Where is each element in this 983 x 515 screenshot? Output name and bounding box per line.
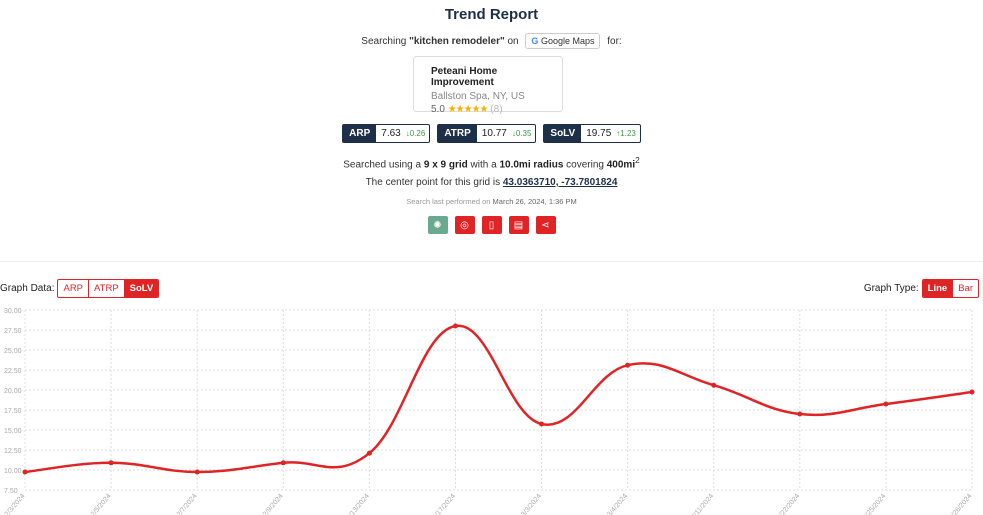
keyword: "kitchen remodeler" (409, 36, 505, 47)
search-summary: Searching "kitchen remodeler" on G Googl… (0, 33, 983, 49)
graph-data-selector: Graph Data: ARP ATRP SoLV (0, 279, 160, 298)
pdf-button[interactable]: ▯ (481, 216, 502, 234)
center-coords-link[interactable]: 43.0363710, -73.7801824 (502, 177, 618, 188)
graph-type-selector: Graph Type: Line Bar (864, 279, 979, 298)
rating-value: 5.0 (431, 104, 445, 115)
y-tick-label: 25.00 (4, 348, 22, 355)
target-button[interactable]: ◎ (454, 216, 475, 234)
x-tick-label: 3/22/2024 (776, 493, 801, 515)
graph-type-label: Graph Type: (863, 283, 919, 294)
google-icon: G (531, 36, 539, 46)
graph-data-arp[interactable]: ARP (58, 280, 90, 297)
metric-delta: ↓0.26 (405, 129, 426, 138)
t3: covering (563, 159, 607, 171)
area: 400mi (606, 159, 636, 171)
x-tick-label: 2/5/2024 (90, 493, 113, 515)
searching-prefix: Searching (361, 36, 410, 47)
graph-data-label: Graph Data: (0, 283, 55, 294)
last-search-text: Search last performed on (406, 197, 493, 206)
data-point (194, 469, 200, 475)
share-icon: ⋖ (541, 219, 550, 231)
data-point (969, 389, 975, 395)
x-tick-label: 3/3/2024 (520, 493, 543, 515)
line-chart: 7.50 10.00 12.50 15.00 17.50 20.00 22.50 25.00 2… (4, 308, 975, 515)
data-point (625, 362, 631, 368)
ai-button[interactable]: ✺ (427, 216, 448, 234)
divider (0, 261, 983, 262)
x-tick-label: 2/17/2024 (432, 493, 457, 515)
business-location: Ballston Spa, NY, US (431, 91, 525, 102)
file-icon: ▤ (513, 219, 524, 231)
center-point: The center point for this grid is 43.036… (0, 177, 983, 188)
file-button[interactable]: ▤ (508, 216, 529, 234)
metric-label: ARP (343, 125, 377, 142)
y-tick-label: 27.50 (4, 328, 22, 335)
page-title: Trend Report (444, 6, 539, 23)
t1: Searched using a (343, 159, 424, 171)
x-tick-label: 2/13/2024 (346, 493, 371, 515)
y-tick-label: 22.50 (4, 368, 22, 375)
x-tick-label: 2/9/2024 (262, 493, 285, 515)
x-tick-label: 3/26/2024 (948, 493, 973, 515)
metric-atrp: ATRP 10.77 ↓0.35 (437, 124, 537, 143)
metric-delta: ↓0.35 (511, 129, 532, 138)
y-tick-label: 17.50 (4, 408, 22, 415)
y-tick-label: 15.00 (4, 428, 22, 435)
business-rating: 5.0 ★★★★★ (8) (431, 104, 562, 115)
x-tick-label: 3/25/2024 (862, 493, 887, 515)
y-tick-label: 10.00 (4, 468, 22, 475)
y-tick-label: 30.00 (4, 308, 22, 315)
business-name: Peteani Home Improvement (431, 66, 498, 88)
x-tick-label: 3/4/2024 (606, 493, 629, 515)
data-point (883, 401, 889, 407)
grid-info: Searched using a 9 x 9 grid with a 10.0m… (0, 155, 983, 170)
metric-arp: ARP 7.63 ↓0.26 (342, 124, 431, 143)
data-point (366, 450, 372, 456)
graph-type-bar[interactable]: Bar (958, 283, 973, 294)
metric-delta: ↑1.23 (616, 129, 636, 138)
data-point (711, 382, 717, 388)
graph-data-solv[interactable]: SoLV (124, 280, 159, 297)
for-text: for: (604, 36, 622, 47)
center-text: The center point for this grid is (365, 177, 503, 188)
x-tick-label: 3/11/2024 (690, 493, 715, 515)
star-icons: ★★★★★ (447, 104, 489, 115)
last-search: Search last performed on March 26, 2024,… (0, 197, 983, 206)
share-button[interactable]: ⋖ (535, 216, 556, 234)
t2: with a (467, 159, 500, 171)
metric-value: 19.75 (586, 128, 612, 139)
data-point (539, 421, 545, 427)
y-tick-label: 12.50 (4, 448, 22, 455)
last-search-date: March 26, 2024, 1:36 PM (492, 197, 577, 206)
metric-solv: SoLV 19.75 ↑1.23 (543, 124, 641, 143)
metric-value: 7.63 (381, 128, 401, 139)
graph-data-atrp[interactable]: ATRP (89, 280, 125, 297)
data-point (108, 460, 114, 466)
data-point (797, 411, 803, 417)
metric-value: 10.77 (481, 128, 507, 139)
data-point (280, 460, 286, 466)
on-text: on (504, 36, 522, 47)
target-icon: ◎ (460, 219, 469, 231)
grid-size: 9 x 9 grid (423, 159, 468, 171)
review-count: (8) (490, 104, 503, 115)
radius: 10.0mi radius (499, 159, 564, 171)
business-card: Peteani Home Improvement Ballston Spa, N… (413, 56, 563, 115)
graph-type-line[interactable]: Line (922, 280, 954, 297)
openai-icon: ✺ (433, 219, 442, 231)
metrics-row: ARP 7.63 ↓0.26 ATRP 10.77 ↓0.35 SoLV 19.75 ↑1.… (0, 124, 983, 143)
data-point (22, 469, 28, 475)
x-tick-label: 2/3/2024 (4, 493, 27, 515)
metric-label: SoLV (544, 125, 582, 142)
pdf-icon: ▯ (488, 219, 495, 231)
y-tick-label: 20.00 (4, 388, 22, 395)
y-tick-label: 7.50 (4, 488, 18, 495)
x-tick-label: 2/7/2024 (176, 493, 199, 515)
data-point (452, 323, 458, 329)
area-sup: 2 (635, 155, 640, 165)
platform-label: Google Maps (540, 36, 595, 46)
action-buttons: ✺ ◎ ▯ ▤ ⋖ (0, 216, 983, 234)
google-maps-badge: G Google Maps (525, 33, 601, 49)
metric-label: ATRP (438, 125, 477, 142)
